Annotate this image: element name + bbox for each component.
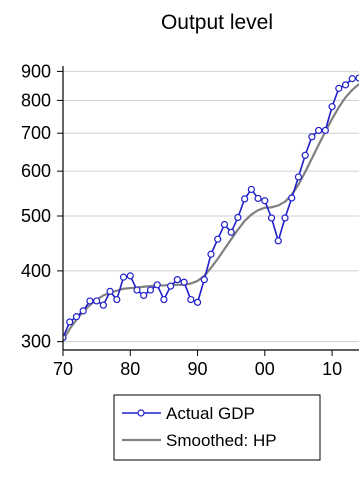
series-line-smoothed-hp: [63, 83, 359, 341]
legend-label-actual-gdp: Actual GDP: [166, 404, 255, 423]
data-point-actual-gdp: [267, 214, 276, 222]
data-point-actual-gdp: [341, 81, 350, 89]
data-point-actual-gdp: [261, 197, 269, 205]
y-tick-label: 300: [21, 332, 51, 352]
data-point-actual-gdp: [328, 103, 336, 111]
y-tick-label: 400: [21, 261, 51, 281]
data-point-actual-gdp: [99, 301, 107, 309]
data-point-actual-gdp: [294, 173, 303, 181]
legend-marker-actual-gdp: [137, 409, 145, 417]
data-point-actual-gdp: [207, 250, 215, 258]
data-point-actual-gdp: [86, 297, 94, 305]
data-point-actual-gdp: [113, 295, 121, 304]
y-tick-label: 500: [21, 206, 51, 226]
data-point-actual-gdp: [321, 126, 329, 135]
x-tick-label: 70: [53, 359, 73, 379]
gridlines: [63, 70, 359, 343]
data-point-actual-gdp: [193, 298, 202, 306]
data-point-actual-gdp: [79, 307, 87, 315]
data-point-actual-gdp: [241, 195, 249, 203]
data-point-actual-gdp: [315, 126, 323, 135]
data-point-actual-gdp: [126, 272, 134, 280]
data-point-actual-gdp: [355, 74, 359, 82]
data-point-actual-gdp: [180, 278, 188, 286]
data-point-actual-gdp: [254, 194, 262, 203]
axes: 300 400 500 600 700 800 900 70 80 90 00 10: [21, 61, 359, 379]
data-point-actual-gdp: [220, 220, 229, 229]
data-point-actual-gdp: [335, 84, 343, 92]
data-point-actual-gdp: [133, 286, 141, 294]
data-point-actual-gdp: [234, 213, 242, 222]
y-tick-label: 700: [21, 123, 51, 143]
x-tick-label: 10: [322, 359, 342, 379]
data-point-actual-gdp: [153, 281, 161, 289]
data-point-actual-gdp: [72, 313, 81, 321]
legend-label-smoothed-hp: Smoothed: HP: [166, 431, 277, 450]
data-point-actual-gdp: [167, 282, 175, 290]
data-point-actual-gdp: [214, 235, 222, 243]
y-tick-label: 800: [21, 90, 51, 110]
data-point-actual-gdp: [288, 194, 296, 202]
data-point-actual-gdp: [281, 214, 289, 222]
data-point-actual-gdp: [274, 237, 282, 245]
series-line-actual-gdp: [63, 77, 359, 338]
data-point-actual-gdp: [348, 75, 356, 83]
series-layer: [63, 74, 359, 342]
data-point-actual-gdp: [227, 228, 235, 236]
data-point-actual-gdp: [187, 295, 195, 304]
data-point-actual-gdp: [308, 133, 316, 141]
data-point-actual-gdp: [106, 287, 114, 296]
x-tick-label: 80: [120, 359, 140, 379]
legend: Actual GDP Smoothed: HP: [113, 394, 321, 461]
data-point-actual-gdp: [146, 286, 155, 294]
data-point-actual-gdp: [63, 333, 67, 342]
x-tick-label: 90: [188, 359, 208, 379]
chart-title: Output level: [161, 11, 273, 34]
data-point-actual-gdp: [93, 297, 101, 305]
data-point-actual-gdp: [140, 291, 148, 300]
legend-box: [113, 394, 321, 461]
data-point-actual-gdp: [200, 276, 208, 284]
data-point-actual-gdp: [119, 273, 128, 281]
data-point-actual-gdp: [160, 295, 168, 304]
data-point-actual-gdp: [173, 276, 181, 284]
data-point-actual-gdp: [247, 185, 255, 194]
data-point-actual-gdp: [301, 151, 309, 159]
y-tick-label: 900: [21, 61, 51, 81]
x-tick-label: 00: [255, 359, 275, 379]
y-tick-label: 600: [21, 161, 51, 181]
data-point-actual-gdp: [66, 318, 74, 326]
